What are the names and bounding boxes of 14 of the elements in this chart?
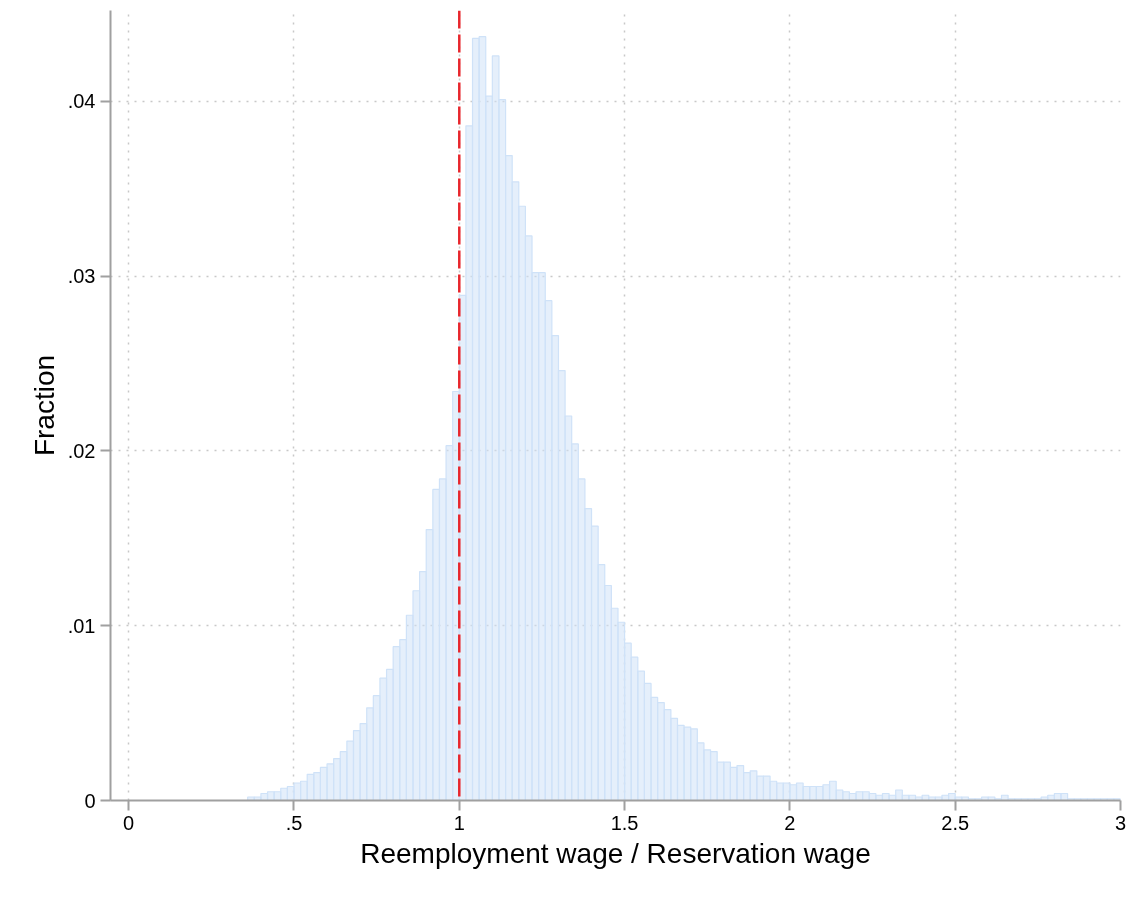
x-tick-label: 1 [453,811,465,834]
y-tick-label: 0 [84,789,96,812]
x-axis-title: Reemployment wage / Reservation wage [360,837,871,869]
y-axis-title: Fraction [28,354,60,457]
x-tick-label: 2 [784,811,796,834]
x-tick-label: 0 [123,811,135,834]
x-tick-label: 3 [1114,811,1127,834]
x-tick-label: 2.5 [941,811,970,834]
y-tick-label: .04 [67,90,96,113]
y-tick-label: .03 [67,265,96,288]
x-tick-label: 1.5 [610,811,639,834]
y-tick-label: .02 [67,439,96,462]
y-tick-label: .01 [67,614,96,637]
x-tick-label: .5 [285,811,303,834]
